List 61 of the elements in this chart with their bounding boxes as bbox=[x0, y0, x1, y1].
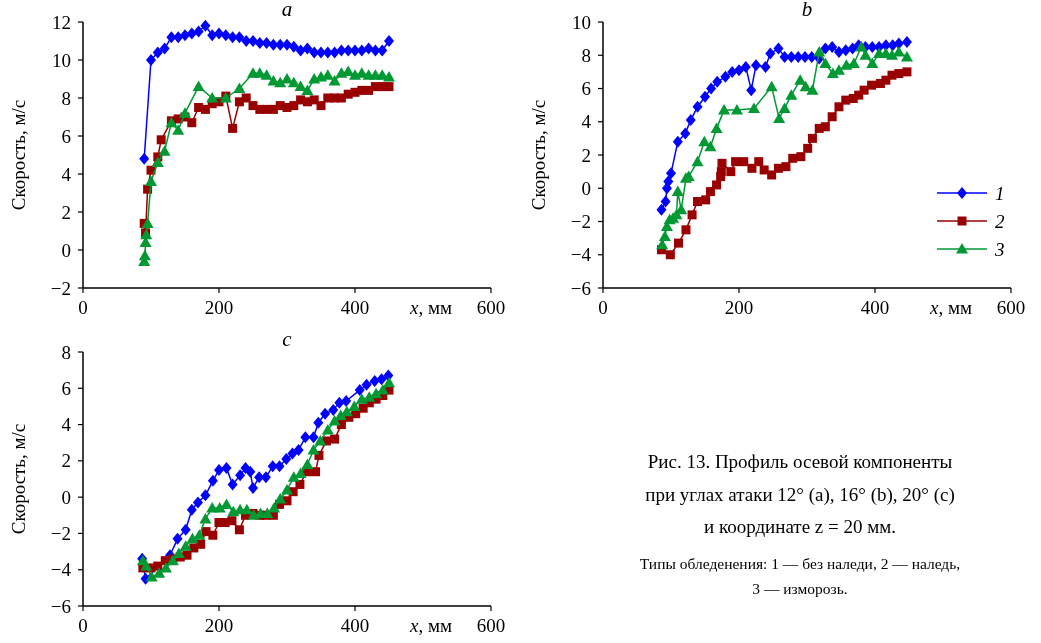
y-tick-label: 0 bbox=[61, 239, 71, 261]
x-tick-label: 600 bbox=[996, 297, 1026, 318]
x-tick-label: 600 bbox=[476, 297, 506, 318]
y-tick-label: 2 bbox=[581, 144, 591, 166]
text: Типы обледенения: 1 — без наледи, 2 — наледь, bbox=[639, 555, 961, 572]
y-tick-label: 0 bbox=[61, 486, 71, 508]
y-tick-label: 2 bbox=[61, 201, 71, 223]
y-tick-label: −6 bbox=[50, 595, 71, 617]
y-tick-label: 8 bbox=[61, 341, 71, 363]
x-tick-label: 200 bbox=[204, 615, 234, 636]
point bbox=[656, 203, 667, 216]
y-tick-label: −4 bbox=[570, 244, 592, 266]
y-tick-label: −4 bbox=[50, 559, 72, 581]
y-tick-label: 2 bbox=[61, 450, 71, 472]
x-tick-label: 600 bbox=[476, 615, 506, 636]
y-tick-label: 8 bbox=[61, 87, 71, 109]
point bbox=[384, 35, 394, 47]
point bbox=[206, 92, 219, 103]
x-tick-label: 0 bbox=[78, 297, 88, 318]
y-tick-label: 10 bbox=[572, 11, 591, 33]
y-tick-label: 6 bbox=[581, 78, 591, 99]
x-tick-label: 400 bbox=[340, 615, 370, 636]
y-tick-label: 10 bbox=[52, 49, 71, 71]
y-axis-title: Скорость, м/с bbox=[8, 423, 29, 535]
y-axis-title: Скорость, м/с bbox=[528, 99, 549, 211]
legend-label: 1 bbox=[995, 182, 1005, 204]
x-tick-label: 200 bbox=[204, 297, 234, 318]
legend-label: 2 bbox=[995, 210, 1005, 232]
point bbox=[384, 82, 394, 92]
y-axis-title: Скорость, м/с bbox=[8, 99, 29, 211]
text: при углах атаки 12° (a), 16° (b), 20° (c) bbox=[645, 484, 955, 506]
x-tick-label: 400 bbox=[860, 297, 890, 318]
x-axis-title: x, мм bbox=[409, 297, 452, 318]
chart-title: b bbox=[801, 0, 813, 21]
x-axis-title: x, мм bbox=[409, 615, 452, 636]
legend-label: 3 bbox=[994, 238, 1005, 260]
y-tick-label: 4 bbox=[581, 111, 592, 133]
x-tick-label: 200 bbox=[724, 297, 754, 318]
text: Рис. 13. Профиль осевой компоненты bbox=[647, 451, 953, 472]
x-tick-label: 400 bbox=[340, 297, 370, 318]
x-axis-title: x, мм bbox=[929, 297, 972, 318]
y-tick-label: −2 bbox=[50, 522, 71, 544]
y-tick-label: 12 bbox=[52, 11, 71, 33]
x-tick-label: 0 bbox=[598, 297, 608, 318]
y-tick-label: 4 bbox=[61, 163, 72, 185]
y-tick-label: −2 bbox=[50, 277, 71, 299]
chart-title: a bbox=[281, 0, 293, 21]
x-tick-label: 0 bbox=[78, 615, 88, 636]
point bbox=[383, 71, 395, 82]
point bbox=[213, 502, 226, 513]
y-tick-label: 8 bbox=[581, 44, 591, 66]
point bbox=[902, 67, 912, 77]
y-tick-label: 6 bbox=[61, 377, 71, 399]
y-tick-label: −2 bbox=[570, 211, 591, 232]
y-tick-label: −6 bbox=[570, 277, 591, 299]
text: и координате z = 20 мм. bbox=[703, 516, 897, 537]
y-tick-label: 4 bbox=[61, 414, 72, 436]
y-tick-label: 0 bbox=[581, 177, 591, 199]
text: 3 — изморозь. bbox=[752, 580, 848, 597]
chart-title: c bbox=[282, 327, 293, 351]
y-tick-label: 6 bbox=[61, 125, 71, 147]
